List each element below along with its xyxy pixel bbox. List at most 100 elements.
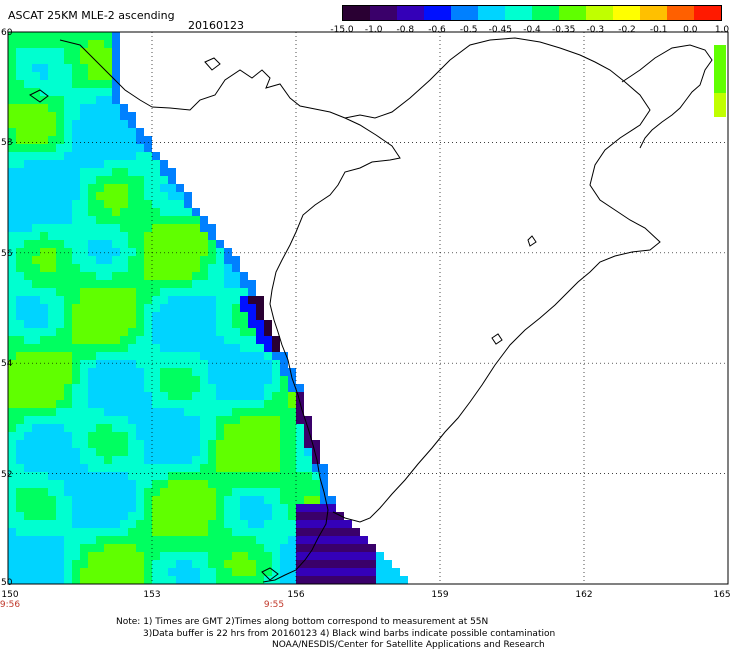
data-cell [160,496,168,504]
data-cell [240,488,248,496]
data-cell [56,128,64,136]
data-cell [272,416,280,424]
data-cell [296,480,304,488]
data-cell [152,360,160,368]
colorbar-segment [667,6,694,20]
data-cell [24,360,32,368]
data-cell [56,552,64,560]
data-cell [152,408,160,416]
data-cell [296,392,304,400]
data-cell [56,360,64,368]
data-cell [72,200,80,208]
data-cell [184,296,192,304]
data-cell [120,536,128,544]
data-cell [24,336,32,344]
data-cell [48,544,56,552]
data-cell [288,376,296,384]
data-cell [176,536,184,544]
data-cell [8,104,16,112]
data-cell [128,368,136,376]
data-cell [240,368,248,376]
data-cell [160,480,168,488]
data-cell [288,368,296,376]
data-cell [296,472,304,480]
data-cell [248,400,256,408]
data-cell [88,304,96,312]
data-cell [104,88,112,96]
data-cell [152,536,160,544]
data-cell [264,320,272,328]
data-cell [280,544,288,552]
data-cell [136,504,144,512]
data-cell [72,520,80,528]
data-cell [24,320,32,328]
data-cell [16,256,24,264]
data-cell [232,304,240,312]
data-cell [104,256,112,264]
data-cell [240,504,248,512]
data-cell [96,88,104,96]
data-cell [232,432,240,440]
data-cell [56,112,64,120]
data-cell [272,432,280,440]
data-cell [288,440,296,448]
data-cell [288,424,296,432]
colorbar [342,5,722,21]
colorbar-label: -0.3 [586,25,605,35]
data-cell [128,384,136,392]
data-cell [304,528,312,536]
data-cell [128,552,136,560]
data-cell [72,416,80,424]
data-cell [8,328,16,336]
data-cell [8,352,16,360]
data-cell [120,104,128,112]
data-cell [328,504,336,512]
data-cell [24,152,32,160]
data-cell [168,384,176,392]
data-cell [232,376,240,384]
data-cell [56,240,64,248]
data-cell [24,248,32,256]
data-cell [32,216,40,224]
data-cell [24,560,32,568]
data-cell [192,424,200,432]
data-cell [16,288,24,296]
data-cell [128,296,136,304]
data-cell [32,304,40,312]
data-cell [224,520,232,528]
data-cell [88,336,96,344]
data-cell [104,232,112,240]
data-cell [304,504,312,512]
data-cell [296,384,304,392]
data-cell [128,112,136,120]
data-cell [128,200,136,208]
data-cell [144,416,152,424]
data-cell [216,392,224,400]
data-cell [48,568,56,576]
data-cell [256,512,264,520]
data-cell [32,456,40,464]
data-cell [360,552,368,560]
data-cell [264,528,272,536]
colorbar-segment [640,6,667,20]
data-cell [40,480,48,488]
data-cell [88,184,96,192]
data-cell [200,296,208,304]
data-cell [104,128,112,136]
data-cell [296,424,304,432]
data-cell [24,424,32,432]
data-cell [192,288,200,296]
data-cell [224,432,232,440]
data-cell [48,112,56,120]
data-cell [72,528,80,536]
data-cell [24,72,32,80]
data-cell [224,296,232,304]
data-cell [72,192,80,200]
data-cell [32,512,40,520]
data-cell [248,344,256,352]
data-cell [64,376,72,384]
data-cell [192,312,200,320]
data-cell [104,48,112,56]
data-cell [16,536,24,544]
data-cell [224,504,232,512]
